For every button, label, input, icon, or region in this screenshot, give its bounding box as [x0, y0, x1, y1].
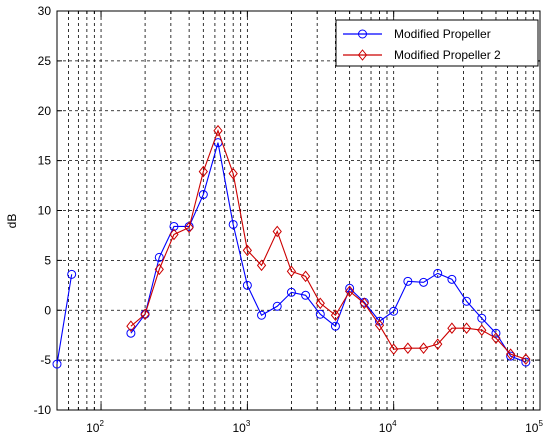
y-tick-label: 15	[38, 154, 52, 168]
data-point-diamond	[491, 332, 501, 344]
x-tick-label: 105	[525, 419, 543, 435]
series-2	[126, 124, 531, 365]
data-point-diamond	[447, 322, 457, 335]
data-point-diamond	[228, 167, 238, 180]
data-point-circle	[67, 269, 77, 279]
data-point-circle	[52, 359, 62, 369]
legend-box	[335, 19, 539, 67]
data-point-diamond	[184, 221, 194, 234]
data-point-circle	[491, 328, 501, 338]
data-point-circle	[126, 328, 136, 338]
y-tick-label: 25	[38, 54, 52, 68]
data-point-circle	[462, 296, 472, 306]
data-point-circle	[154, 252, 164, 262]
data-point-diamond	[242, 244, 253, 257]
y-tick-label: 30	[38, 4, 52, 18]
legend-label-0: Modified Propeller	[394, 27, 491, 41]
data-point-circle	[521, 357, 531, 367]
data-point-circle	[477, 313, 487, 323]
data-point-diamond	[256, 259, 267, 272]
data-point-diamond	[213, 124, 223, 137]
data-point-diamond	[403, 342, 413, 354]
data-point-diamond	[433, 338, 443, 350]
data-point-diamond	[169, 228, 179, 241]
series-1	[52, 138, 531, 369]
data-point-diamond	[521, 353, 531, 365]
data-point-diamond	[389, 343, 399, 355]
data-point-diamond	[154, 263, 164, 276]
data-point-diamond	[286, 265, 297, 278]
data-point-circle	[506, 351, 516, 361]
data-point-circle	[286, 287, 296, 297]
y-tick-label: 5	[44, 253, 51, 267]
data-point-circle	[257, 310, 267, 320]
series-line	[130, 142, 527, 363]
data-point-circle	[242, 280, 252, 290]
data-point-circle	[419, 277, 429, 287]
data-point-circle	[301, 290, 311, 300]
data-point-diamond	[330, 309, 341, 322]
data-point-circle	[169, 221, 179, 231]
data-point-diamond	[477, 324, 487, 337]
data-point-circle	[403, 276, 413, 286]
y-tick-label: 20	[38, 104, 52, 118]
y-tick-label: -10	[34, 403, 52, 417]
data-point-circle	[198, 190, 208, 200]
legend-marker-circle	[358, 29, 367, 39]
axes	[56, 10, 541, 411]
data-point-circle	[389, 306, 399, 316]
x-tick-label: 103	[232, 419, 250, 435]
data-point-diamond	[359, 297, 369, 310]
series-line	[56, 274, 73, 365]
data-point-diamond	[140, 308, 150, 321]
data-point-diamond	[198, 165, 208, 178]
legend-label-1: Modified Propeller 2	[394, 48, 501, 62]
data-point-circle	[228, 219, 238, 229]
data-point-circle	[433, 268, 443, 278]
data-point-circle	[315, 309, 325, 319]
data-point-circle	[330, 321, 340, 331]
y-axis-label: dB	[5, 214, 19, 229]
data-point-circle	[272, 301, 282, 311]
x-tick-label: 104	[379, 419, 397, 435]
data-point-diamond	[418, 342, 429, 354]
data-point-diamond	[374, 319, 385, 332]
data-point-diamond	[344, 285, 355, 298]
data-point-diamond	[126, 320, 136, 333]
legend-marker-diamond	[357, 49, 368, 61]
data-point-diamond	[461, 322, 472, 335]
data-point-circle	[447, 274, 457, 284]
y-tick-label: 0	[44, 303, 51, 317]
series-layer	[52, 124, 531, 369]
data-point-diamond	[505, 348, 516, 360]
data-point-diamond	[315, 297, 325, 310]
y-tick-label: 10	[38, 204, 52, 218]
data-point-diamond	[272, 225, 282, 238]
tick-labels: -10 -5 0 5 10 15 20 25 30 102 103 104 105	[34, 4, 544, 435]
x-tick-label: 102	[86, 419, 104, 435]
y-tick-label: -5	[40, 353, 51, 367]
legend: Modified Propeller Modified Propeller 2	[335, 19, 539, 67]
series-line	[130, 129, 526, 360]
data-point-diamond	[300, 270, 311, 283]
